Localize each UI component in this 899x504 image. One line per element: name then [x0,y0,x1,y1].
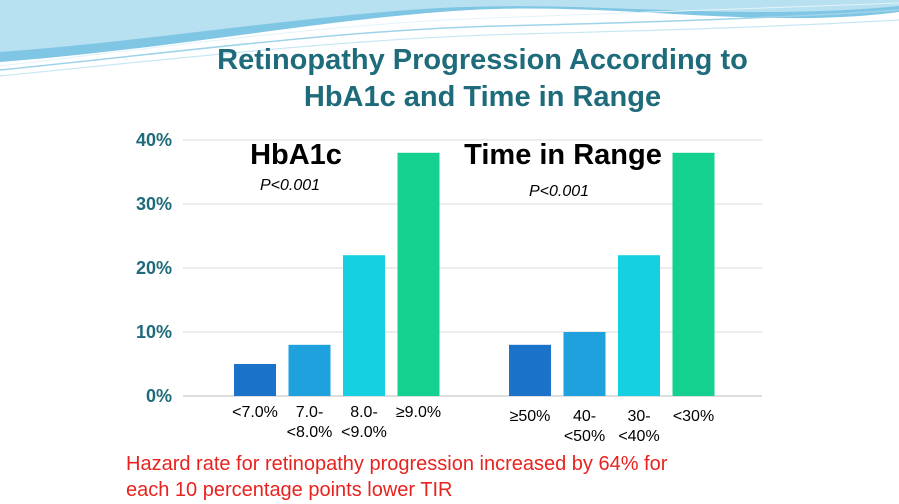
wave-band-light [0,0,899,52]
y-tick-label: 10% [136,322,172,342]
category-label: 7.0- <8.0% [287,404,333,441]
category-label-line: <50% [564,428,605,445]
footnote-line-2: each 10 percentage points lower TIR [126,479,453,501]
category-label-line: <30% [673,408,714,425]
bar [563,332,606,396]
category-label: <7.0% [232,404,278,421]
group-title: HbA1c [250,139,342,171]
bar [397,152,440,396]
category-label: <30% [673,408,714,425]
category-label-line: ≥50% [510,408,551,425]
category-label: 30- <40% [618,408,659,445]
category-label: ≥9.0% [396,404,441,421]
category-label: ≥50% [510,408,551,425]
category-label-line: <40% [618,428,659,445]
category-label-line: <7.0% [232,404,278,421]
p-value-label: P<0.001 [260,177,320,194]
category-label-line: 8.0- [350,404,378,421]
wave-line-3 [0,2,899,67]
bar [288,344,331,396]
wave-line-2 [0,19,899,77]
slide-title-line-1: Retinopathy Progression According to [217,44,748,76]
category-label-line: 30- [627,408,650,425]
category-label-line: 7.0- [296,404,324,421]
category-label-line: <8.0% [287,424,333,441]
footnote: Hazard rate for retinopathy progression … [126,451,826,503]
bar [509,344,551,396]
slide-title-line-2: HbA1c and Time in Range [303,81,662,113]
bar [672,152,715,396]
category-label: 40- <50% [564,408,605,445]
y-tick-label: 20% [136,258,172,278]
bar [618,255,660,396]
decorative-wave-banner [0,0,899,77]
bar [234,364,276,396]
y-tick-label: 30% [136,194,172,214]
category-label-line: <9.0% [341,424,387,441]
footnote-line-1: Hazard rate for retinopathy progression … [126,453,668,475]
slide-title: Retinopathy Progression According to HbA… [150,42,815,116]
category-label-line: ≥9.0% [396,404,441,421]
group-title: Time in Range [464,139,662,171]
p-value-label: P<0.001 [529,183,589,200]
category-label-line: 40- [573,408,596,425]
bar [343,255,385,396]
y-tick-label: 0% [146,386,172,406]
wave-line-1 [0,9,899,71]
category-label: 8.0- <9.0% [341,404,387,441]
y-tick-label: 40% [136,130,172,150]
